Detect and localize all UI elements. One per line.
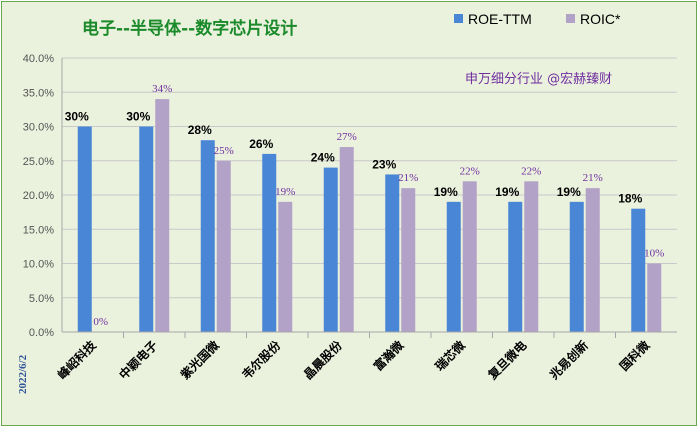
data-label-roe-ttm: 30% [126, 110, 150, 124]
x-tick-label: 复旦微电 [484, 338, 529, 383]
y-tick-label: 5.0% [29, 293, 54, 305]
data-label-roe-ttm: 30% [65, 110, 89, 124]
y-tick-label: 30.0% [23, 122, 54, 134]
date-label: 2022/6/2 [17, 354, 29, 394]
data-labels: 30%0%30%34%28%25% 26%19%24%27%23%21%19%22… [65, 83, 665, 328]
y-tick-label: 25.0% [23, 156, 54, 168]
x-tick-label: 峰岹科技 [54, 337, 99, 382]
data-label-roic: 0% [93, 316, 108, 328]
x-tick-label: 紫光国微 [177, 337, 222, 382]
data-label-roic: 25% [214, 145, 234, 157]
bar-roe-ttm [139, 126, 154, 332]
data-label-roe-ttm: 24% [311, 151, 335, 165]
legend-label-roic: ROIC* [580, 11, 621, 27]
data-label-roe-ttm: 18% [618, 192, 642, 206]
bar-roe-ttm [262, 153, 277, 332]
x-tick-label: 富瀚微 [370, 337, 407, 374]
data-label-roic: 21% [583, 172, 603, 184]
bar-roic [216, 160, 231, 332]
data-label-roe-ttm: 19% [434, 185, 458, 199]
bar-roic [462, 181, 477, 332]
gridlines [62, 57, 677, 333]
x-tick-label: 中颖电子 [116, 338, 161, 383]
x-tick-label: 瑞芯微 [432, 337, 469, 374]
x-tick-label: 国科微 [616, 337, 653, 374]
x-tick-label: 晶晨股份 [300, 337, 345, 382]
data-label-roic: 10% [644, 248, 664, 260]
data-label-roe-ttm: 19% [495, 185, 519, 199]
data-label-roe-ttm: 28% [188, 123, 212, 137]
data-label-roic: 22% [521, 165, 541, 177]
bar-roic [339, 147, 354, 332]
bar-roic [585, 188, 600, 332]
x-tick-label: 韦尔股份 [239, 337, 284, 382]
data-label-roic: 27% [337, 131, 357, 143]
y-tick-label: 10.0% [23, 259, 54, 271]
x-axis: 峰岹科技 中颖电子 紫光国微 韦尔股份 晶晨股份 富瀚微 瑞芯微 复旦微电 兆易创新 国科微 [54, 331, 677, 383]
data-label-roe-ttm: 19% [557, 185, 581, 199]
y-tick-label: 15.0% [23, 224, 54, 236]
bar-roic [524, 181, 539, 332]
bar-roe-ttm [631, 208, 646, 332]
bar-roe-ttm [508, 201, 523, 332]
bar-roe-ttm [569, 201, 584, 332]
y-axis: 0.0% 5.0% 10.0% 15.0% 20.0% 25.0% 30.0% 35.0% 40… [23, 53, 63, 339]
data-label-roic: 22% [460, 165, 480, 177]
x-tick-label: 兆易创新 [546, 338, 591, 383]
bars [77, 99, 662, 332]
legend-swatch-roic [566, 14, 575, 23]
y-tick-label: 35.0% [23, 87, 54, 99]
bar-roe-ttm [200, 140, 215, 332]
bar-roe-ttm [385, 174, 400, 332]
chart-subtitle: 申万细分行业 @宏赫臻财 [465, 72, 612, 87]
bar-roic [647, 263, 662, 332]
bar-roe-ttm [323, 167, 338, 332]
bar-roic [155, 99, 170, 332]
y-tick-label: 0.0% [29, 327, 54, 339]
data-label-roic: 19% [275, 186, 295, 198]
y-tick-label: 20.0% [23, 190, 54, 202]
bar-roic [401, 188, 416, 332]
bar-roe-ttm [446, 201, 461, 332]
data-label-roe-ttm: 23% [372, 157, 396, 171]
data-label-roic: 34% [152, 83, 172, 95]
data-label-roe-ttm: 26% [249, 137, 273, 151]
legend-swatch-roe [454, 14, 463, 23]
legend-label-roe: ROE-TTM [468, 11, 532, 27]
bar-roic [278, 201, 293, 332]
chart-title: 电子--半导体--数字芯片设计 [82, 18, 297, 39]
data-label-roic: 21% [398, 172, 418, 184]
legend: ROE-TTM ROIC* [454, 11, 621, 27]
y-tick-label: 40.0% [23, 53, 54, 65]
bar-roe-ttm [77, 126, 92, 332]
